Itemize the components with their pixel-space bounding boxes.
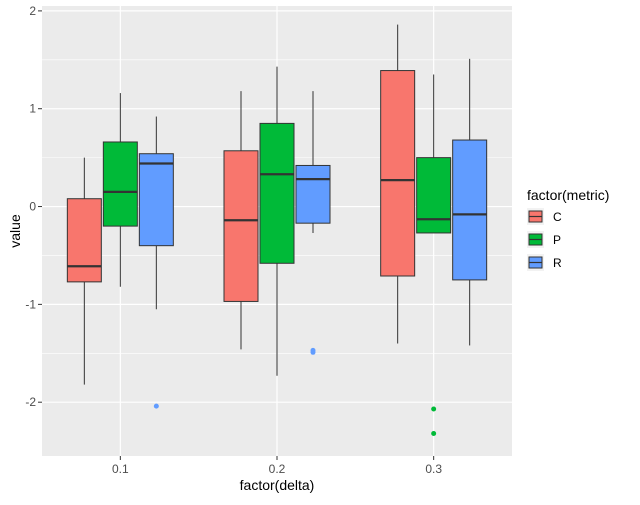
- box-iqr: [102, 141, 138, 227]
- y-tick-label: 1: [29, 102, 36, 116]
- box-R-0.3: [452, 58, 488, 346]
- y-tick-label: 2: [29, 4, 36, 18]
- legend-item-C: C: [527, 208, 562, 225]
- legend-item-R: R: [527, 254, 562, 271]
- box-C-0.2: [223, 91, 259, 350]
- x-tick-label: 0.2: [269, 462, 286, 476]
- legend-title: factor(metric): [527, 187, 609, 203]
- boxes-layer: [66, 24, 488, 436]
- x-tick-label: 0.1: [112, 462, 129, 476]
- box-iqr: [295, 164, 331, 224]
- y-tick-label: -2: [25, 395, 36, 409]
- x-tick-label: 0.3: [425, 462, 442, 476]
- y-axis-title: value: [7, 214, 23, 248]
- y-tick-label: -1: [25, 297, 36, 311]
- outlier-point: [153, 403, 159, 409]
- outlier-point: [431, 406, 437, 412]
- legend-label: R: [553, 256, 562, 270]
- legend-label: C: [553, 210, 562, 224]
- box-iqr: [138, 153, 174, 247]
- box-P-0.1: [102, 93, 138, 287]
- box-R-0.2: [295, 91, 331, 355]
- y-axis: -2 -1 0 1 2: [25, 4, 42, 409]
- box-C-0.3: [380, 24, 416, 344]
- box-R-0.1: [138, 116, 174, 409]
- box-iqr: [452, 139, 488, 281]
- box-C-0.1: [66, 157, 102, 385]
- legend-item-P: P: [527, 231, 561, 248]
- box-P-0.2: [259, 66, 295, 376]
- x-axis-title: factor(delta): [240, 477, 315, 493]
- box-iqr: [416, 157, 452, 234]
- box-iqr: [380, 70, 416, 277]
- legend: factor(metric) CPR: [527, 187, 609, 271]
- outlier-point: [310, 349, 316, 355]
- x-axis: 0.1 0.2 0.3: [112, 456, 442, 476]
- box-iqr: [66, 198, 102, 283]
- box-iqr: [223, 150, 259, 302]
- y-tick-label: 0: [29, 200, 36, 214]
- legend-label: P: [553, 233, 561, 247]
- outlier-point: [431, 431, 437, 436]
- box-iqr: [259, 122, 295, 264]
- box-P-0.3: [416, 74, 452, 436]
